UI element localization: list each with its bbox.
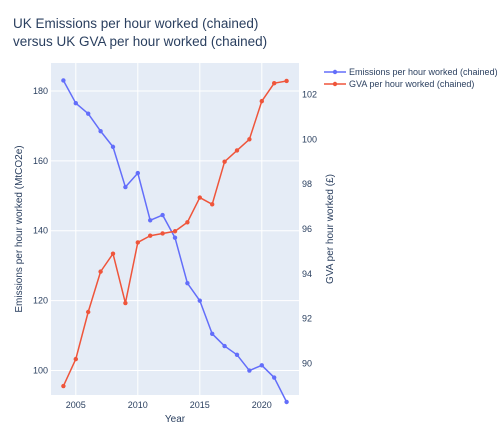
data-point-gva-2017[interactable] xyxy=(222,159,227,164)
y-axis-left-label: Emissions per hour worked (MtCO2e) xyxy=(14,145,25,312)
x-tick-label-2015: 2015 xyxy=(190,400,210,410)
y-right-tick-label-100: 100 xyxy=(302,134,317,144)
y-right-tick-label-98: 98 xyxy=(302,179,312,189)
chart-title-line-2: versus UK GVA per hour worked (chained) xyxy=(13,34,267,49)
data-point-emissions-2017[interactable] xyxy=(222,343,227,349)
data-point-gva-2004[interactable] xyxy=(61,383,66,389)
data-point-emissions-2018[interactable] xyxy=(234,352,240,358)
x-tick-label-2020: 2020 xyxy=(252,400,272,410)
data-point-gva-2010[interactable] xyxy=(135,240,140,245)
data-point-gva-2012[interactable] xyxy=(160,231,165,236)
y-right-tick-label-90: 90 xyxy=(302,359,312,369)
data-point-emissions-2015[interactable] xyxy=(197,298,202,303)
data-point-emissions-2014[interactable] xyxy=(185,280,190,286)
data-point-emissions-2007[interactable] xyxy=(98,128,103,134)
y-left-tick-label-140: 140 xyxy=(33,226,48,236)
data-point-gva-2019[interactable] xyxy=(247,137,252,142)
data-point-emissions-2016[interactable] xyxy=(210,331,215,337)
y-left-tick-label-180: 180 xyxy=(33,86,48,96)
y-axis-right-label: GVA per hour worked (£) xyxy=(325,174,336,284)
data-point-emissions-2020[interactable] xyxy=(259,363,264,368)
data-point-emissions-2006[interactable] xyxy=(86,111,91,116)
data-point-gva-2011[interactable] xyxy=(148,233,153,238)
y-right-tick-label-94: 94 xyxy=(302,269,312,279)
data-point-emissions-2004[interactable] xyxy=(61,78,66,83)
data-point-emissions-2009[interactable] xyxy=(123,184,128,190)
data-point-emissions-2013[interactable] xyxy=(172,235,178,240)
tick-labels: 2005 2010 2015 2020 100 120 140 160 180 90 92 94 96 9… xyxy=(33,86,317,410)
data-point-gva-2020[interactable] xyxy=(259,98,264,104)
data-point-emissions-2008[interactable] xyxy=(110,144,116,150)
x-tick-label-2010: 2010 xyxy=(128,400,148,410)
data-point-gva-2022[interactable] xyxy=(284,78,289,84)
x-axis-label: Year xyxy=(165,414,186,425)
legend[interactable]: Emissions per hour worked (chained) GVA … xyxy=(324,67,498,89)
y-right-tick-label-96: 96 xyxy=(302,224,312,234)
data-point-gva-2008[interactable] xyxy=(110,251,116,256)
y-right-tick-label-102: 102 xyxy=(302,89,317,99)
y-right-tick-label-92: 92 xyxy=(302,314,312,324)
data-point-gva-2015[interactable] xyxy=(197,195,202,200)
data-point-gva-2014[interactable] xyxy=(185,220,190,225)
data-point-gva-2016[interactable] xyxy=(210,202,215,207)
legend-marker-gva xyxy=(332,81,338,87)
x-tick-label-2005: 2005 xyxy=(66,400,86,410)
legend-item-emissions[interactable]: Emissions per hour worked (chained) xyxy=(324,67,498,77)
y-left-tick-label-160: 160 xyxy=(33,156,48,166)
legend-item-gva[interactable]: GVA per hour worked (chained) xyxy=(324,79,474,89)
y-left-tick-label-120: 120 xyxy=(33,296,48,306)
data-point-gva-2013[interactable] xyxy=(172,229,178,234)
legend-label-gva: GVA per hour worked (chained) xyxy=(349,79,474,89)
chart-title-line-1: UK Emissions per hour worked (chained) xyxy=(13,16,258,31)
data-point-emissions-2010[interactable] xyxy=(135,170,140,176)
legend-marker-emissions xyxy=(332,69,338,75)
data-point-emissions-2021[interactable] xyxy=(272,375,277,380)
data-point-emissions-2011[interactable] xyxy=(148,218,153,223)
data-point-gva-2009[interactable] xyxy=(123,300,128,306)
legend-label-emissions: Emissions per hour worked (chained) xyxy=(349,67,498,77)
series-layer xyxy=(61,78,289,405)
data-point-emissions-2022[interactable] xyxy=(284,399,289,405)
data-point-gva-2021[interactable] xyxy=(272,80,277,86)
grid-lines xyxy=(51,63,299,395)
data-point-emissions-2012[interactable] xyxy=(160,212,165,218)
data-point-emissions-2005[interactable] xyxy=(73,100,79,106)
y-left-tick-label-100: 100 xyxy=(33,366,48,376)
data-point-gva-2005[interactable] xyxy=(73,356,79,362)
data-point-emissions-2019[interactable] xyxy=(247,368,252,373)
data-point-gva-2006[interactable] xyxy=(86,309,91,315)
data-point-gva-2018[interactable] xyxy=(234,148,240,153)
data-point-gva-2007[interactable] xyxy=(98,269,103,274)
